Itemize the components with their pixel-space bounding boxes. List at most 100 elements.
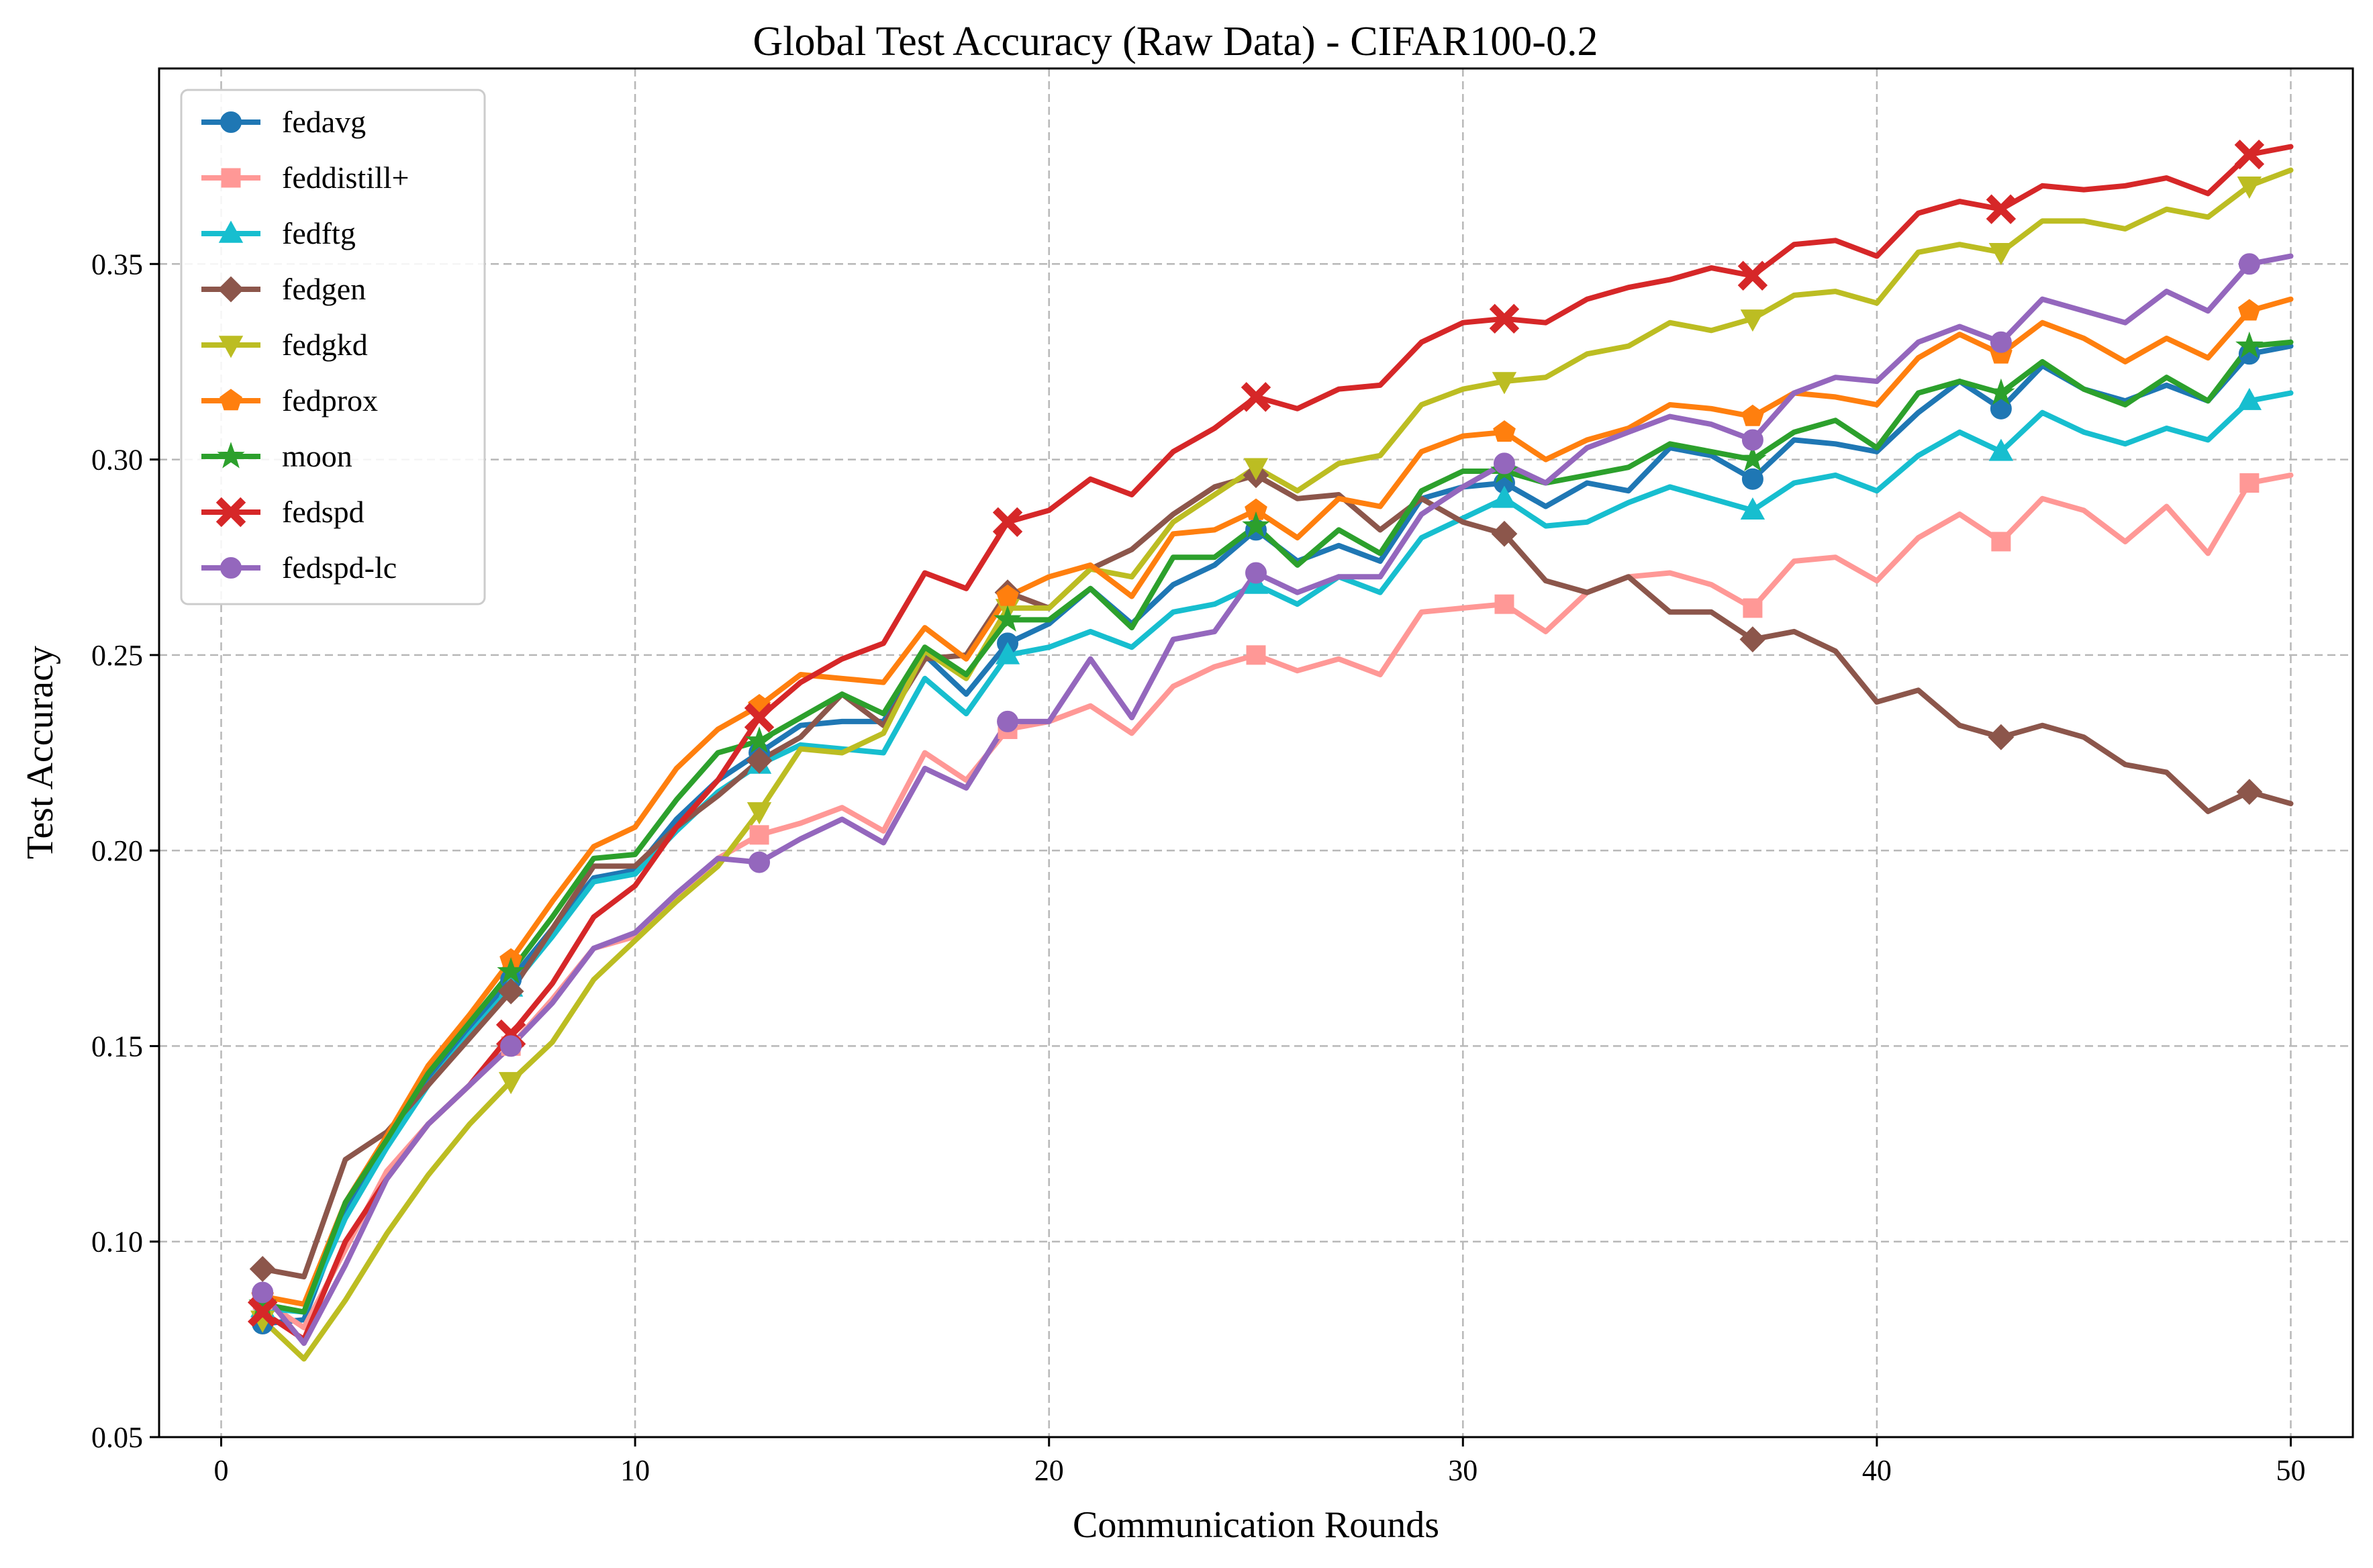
- series-line-fedprox: [260, 296, 2294, 1307]
- y-axis-ticks: 0.05 0.10 0.15 0.20 0.25 0.30 0.35: [91, 248, 159, 1454]
- series-line-moon: [260, 339, 2294, 1315]
- data-point-fedgkd: [1988, 243, 2014, 266]
- data-point-fedgen: [497, 978, 524, 1005]
- legend-marker-fedspd: [215, 497, 246, 528]
- data-point-fedftg: [1492, 485, 1517, 508]
- data-point-fedgen: [1988, 724, 2015, 750]
- data-point-moon: [2235, 331, 2264, 358]
- legend-marker-fedgkd: [218, 336, 244, 358]
- data-point-fedspd-lc: [2238, 253, 2260, 275]
- series-line-fedspd: [260, 144, 2294, 1342]
- chart-title: Global Test Accuracy (Raw Data) - CIFAR1…: [753, 19, 1598, 64]
- y-tick-label: 0.15: [91, 1030, 143, 1063]
- legend-marker-fedftg: [218, 220, 244, 243]
- y-tick-label: 0.35: [91, 248, 143, 281]
- legend-label-fedavg: fedavg: [282, 105, 366, 139]
- x-tick-label: 30: [1448, 1454, 1478, 1487]
- data-point-fedftg: [2237, 387, 2262, 410]
- data-point-moon: [994, 605, 1022, 632]
- legend-marker-fedprox: [220, 389, 242, 411]
- data-point-moon: [1242, 511, 1270, 538]
- data-point-fedspd-lc: [1493, 452, 1515, 475]
- legend-marker-fedgen: [217, 276, 244, 303]
- legend-label-fedgen: fedgen: [282, 272, 366, 306]
- series-lines: [260, 144, 2294, 1362]
- y-axis-label: Test Accuracy: [19, 646, 61, 859]
- legend-label-fedgkd: fedgkd: [282, 328, 368, 362]
- data-point-fedgen: [1491, 520, 1518, 547]
- y-tick-label: 0.20: [91, 834, 143, 867]
- data-point-moon: [1987, 378, 2015, 405]
- data-point-moon: [497, 957, 525, 984]
- data-point-fedspd: [1986, 194, 2017, 224]
- x-tick-label: 20: [1034, 1454, 1064, 1487]
- legend-label-feddistill+: feddistill+: [282, 160, 409, 195]
- series-markers: [247, 139, 2265, 1335]
- data-point-feddistill+: [1494, 594, 1514, 614]
- data-point-fedgen: [746, 747, 773, 774]
- data-point-fedspd: [247, 1297, 278, 1327]
- data-point-fedavg: [1741, 468, 1763, 490]
- x-tick-label: 50: [2276, 1454, 2306, 1487]
- legend-label-fedspd: fedspd: [282, 495, 365, 529]
- data-point-fedspd-lc: [1990, 331, 2012, 353]
- data-point-fedftg: [995, 642, 1020, 665]
- data-point-fedspd: [1241, 382, 1271, 412]
- x-tick-label: 40: [1862, 1454, 1892, 1487]
- series-line-fedftg: [260, 390, 2294, 1315]
- data-point-fedgen: [249, 1256, 276, 1282]
- data-point-fedspd: [992, 507, 1023, 537]
- data-point-moon: [1739, 444, 1767, 472]
- data-point-fedspd-lc: [997, 710, 1019, 732]
- data-point-fedspd-lc: [748, 851, 771, 873]
- y-tick-label: 0.10: [91, 1226, 143, 1259]
- data-point-fedprox: [1741, 404, 1764, 426]
- data-point-fedgkd: [1492, 372, 1517, 395]
- data-point-feddistill+: [749, 825, 769, 845]
- x-axis-ticks: 0 10 20 30 40 50: [213, 1437, 2306, 1487]
- y-tick-label: 0.30: [91, 444, 143, 477]
- x-tick-label: 10: [620, 1454, 650, 1487]
- legend-label-fedftg: fedftg: [282, 216, 356, 250]
- series-line-fedgkd: [260, 167, 2294, 1362]
- data-point-feddistill+: [1991, 532, 2011, 552]
- data-point-fedftg: [1988, 438, 2014, 461]
- data-point-fedgkd: [1243, 458, 1269, 481]
- data-point-fedgen: [1739, 626, 1766, 652]
- data-point-feddistill+: [1246, 645, 1266, 665]
- data-point-fedgkd: [746, 802, 772, 825]
- legend-label-fedspd-lc: fedspd-lc: [282, 550, 397, 585]
- data-point-fedgkd: [2237, 177, 2262, 199]
- y-tick-label: 0.05: [91, 1421, 143, 1454]
- data-point-fedspd: [2234, 139, 2265, 170]
- legend-marker-fedavg: [220, 111, 242, 133]
- x-tick-label: 0: [213, 1454, 228, 1487]
- legend-marker-moon: [217, 442, 245, 469]
- data-point-fedgkd: [498, 1072, 524, 1095]
- data-point-fedspd-lc: [1741, 429, 1763, 451]
- data-point-fedprox: [2238, 299, 2261, 321]
- legend-box: [180, 89, 486, 605]
- data-point-moon: [745, 726, 773, 753]
- data-point-fedspd: [744, 702, 775, 733]
- legend-marker-fedspd-lc: [220, 557, 242, 579]
- legend-label-fedprox: fedprox: [282, 383, 378, 418]
- data-point-fedgkd: [1740, 309, 1765, 332]
- data-point-feddistill+: [1743, 598, 1763, 618]
- data-point-fedspd: [1489, 303, 1520, 334]
- series-line-fedgen: [260, 472, 2294, 1280]
- legend-marker-feddistill+: [221, 168, 241, 188]
- data-point-fedspd-lc: [1245, 562, 1267, 584]
- legend: fedavg feddistill+ fedftg fedgen fedgkd fedpr…: [180, 89, 486, 605]
- plot-frame: [158, 67, 2354, 1438]
- data-point-fedspd-lc: [252, 1281, 274, 1304]
- x-axis-label: Communication Rounds: [1073, 1504, 1439, 1546]
- y-tick-label: 0.25: [91, 639, 143, 672]
- data-point-fedgen: [2236, 779, 2263, 805]
- data-point-fedspd-lc: [500, 1035, 522, 1057]
- series-line-fedspd-lc: [260, 253, 2294, 1346]
- data-point-fedftg: [1740, 497, 1765, 520]
- data-point-fedspd: [1737, 260, 1768, 291]
- legend-label-moon: moon: [282, 439, 352, 473]
